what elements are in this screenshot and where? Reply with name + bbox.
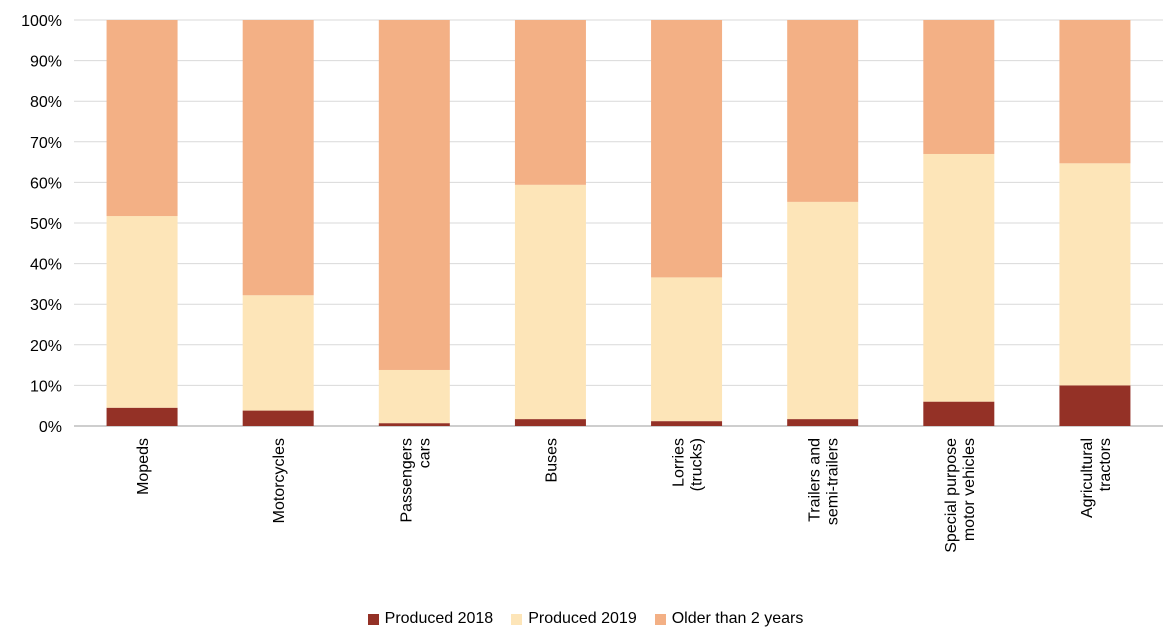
bar-segment	[106, 407, 178, 426]
category-label-line: (trucks)	[689, 438, 706, 491]
category-label-line: Agricultural	[1079, 438, 1096, 518]
bar-segment	[242, 295, 314, 411]
category-label: Mopeds	[135, 438, 152, 495]
bar-segment	[514, 184, 586, 420]
bar-segment	[106, 20, 178, 217]
legend-swatch-produced-2019	[511, 613, 523, 625]
bar-segment	[923, 20, 995, 154]
category-label-line: Lorries	[671, 438, 688, 487]
y-tick-label: 100%	[21, 13, 62, 30]
category-label: Trailers and semi-trailers	[807, 438, 842, 525]
category-label-line: Special purpose	[943, 438, 960, 553]
bar-segment	[651, 421, 723, 426]
y-tick-label: 20%	[30, 338, 62, 355]
category-label-line: Motorcycles	[271, 438, 288, 523]
category-label: Buses	[543, 438, 560, 482]
legend-item-older-than-2-years: Older than 2 years	[654, 610, 804, 628]
bar-segment	[378, 369, 450, 424]
bars	[106, 20, 1131, 426]
bar-segment	[378, 423, 450, 426]
legend: Produced 2018 Produced 2019 Older than 2…	[0, 610, 1171, 628]
legend-item-produced-2019: Produced 2019	[511, 610, 637, 628]
y-tick-label: 10%	[30, 378, 62, 395]
legend-swatch-produced-2018	[367, 613, 379, 625]
bar-segment	[651, 20, 723, 278]
legend-label-produced-2018: Produced 2018	[384, 610, 494, 627]
category-label-line: Buses	[543, 438, 560, 482]
category-label-line: cars	[416, 438, 433, 468]
category-label: Agricultural tractors	[1079, 438, 1114, 518]
y-tick-label: 60%	[30, 175, 62, 192]
x-axis-category-labels: Mopeds Motorcycles Passengers cars Buses Lorr…	[135, 438, 1114, 553]
bar-segment	[923, 401, 995, 426]
legend-label-older-than-2-years: Older than 2 years	[671, 610, 804, 627]
y-tick-label: 30%	[30, 297, 62, 314]
bar-segment	[106, 216, 178, 408]
y-tick-label: 50%	[30, 216, 62, 233]
legend-label-produced-2019: Produced 2019	[528, 610, 637, 627]
bar-segment	[378, 20, 450, 370]
y-axis-tick-labels: 0% 10% 20% 30% 40% 50% 60% 70% 80% 90% 100%	[21, 13, 62, 436]
bar-segment	[1059, 385, 1131, 426]
y-tick-label: 70%	[30, 135, 62, 152]
category-label-line: tractors	[1097, 438, 1114, 491]
bar-segment	[514, 419, 586, 426]
category-label-line: semi-trailers	[825, 438, 842, 525]
category-label-line: Passengers	[398, 438, 415, 523]
bar-segment	[242, 410, 314, 426]
stacked-bar-chart: 0% 10% 20% 30% 40% 50% 60% 70% 80% 90% 100% Mopeds…	[21, 13, 1163, 553]
bar-segment	[1059, 20, 1131, 164]
bar-segment	[242, 20, 314, 296]
y-tick-label: 80%	[30, 94, 62, 111]
category-label: Lorries (trucks)	[671, 438, 706, 491]
category-label-line: motor vehicles	[961, 438, 978, 541]
bar-segment	[787, 20, 859, 202]
bar-segment	[923, 153, 995, 402]
bar-segment	[514, 20, 586, 185]
bar-segment	[1059, 163, 1131, 386]
gridlines	[74, 19, 1163, 427]
bar-segment	[651, 277, 723, 422]
category-label-line: Mopeds	[135, 438, 152, 495]
bar-segment	[787, 201, 859, 420]
category-label: Motorcycles	[271, 438, 288, 523]
y-tick-label: 0%	[39, 419, 62, 436]
legend-swatch-older-than-2-years	[654, 613, 666, 625]
bar-segment	[787, 419, 859, 426]
legend-item-produced-2018: Produced 2018	[367, 610, 494, 628]
category-label: Passengers cars	[398, 438, 433, 523]
y-tick-label: 40%	[30, 257, 62, 274]
category-label-line: Trailers and	[807, 438, 824, 522]
y-tick-label: 90%	[30, 54, 62, 71]
category-label: Special purpose motor vehicles	[943, 438, 978, 553]
